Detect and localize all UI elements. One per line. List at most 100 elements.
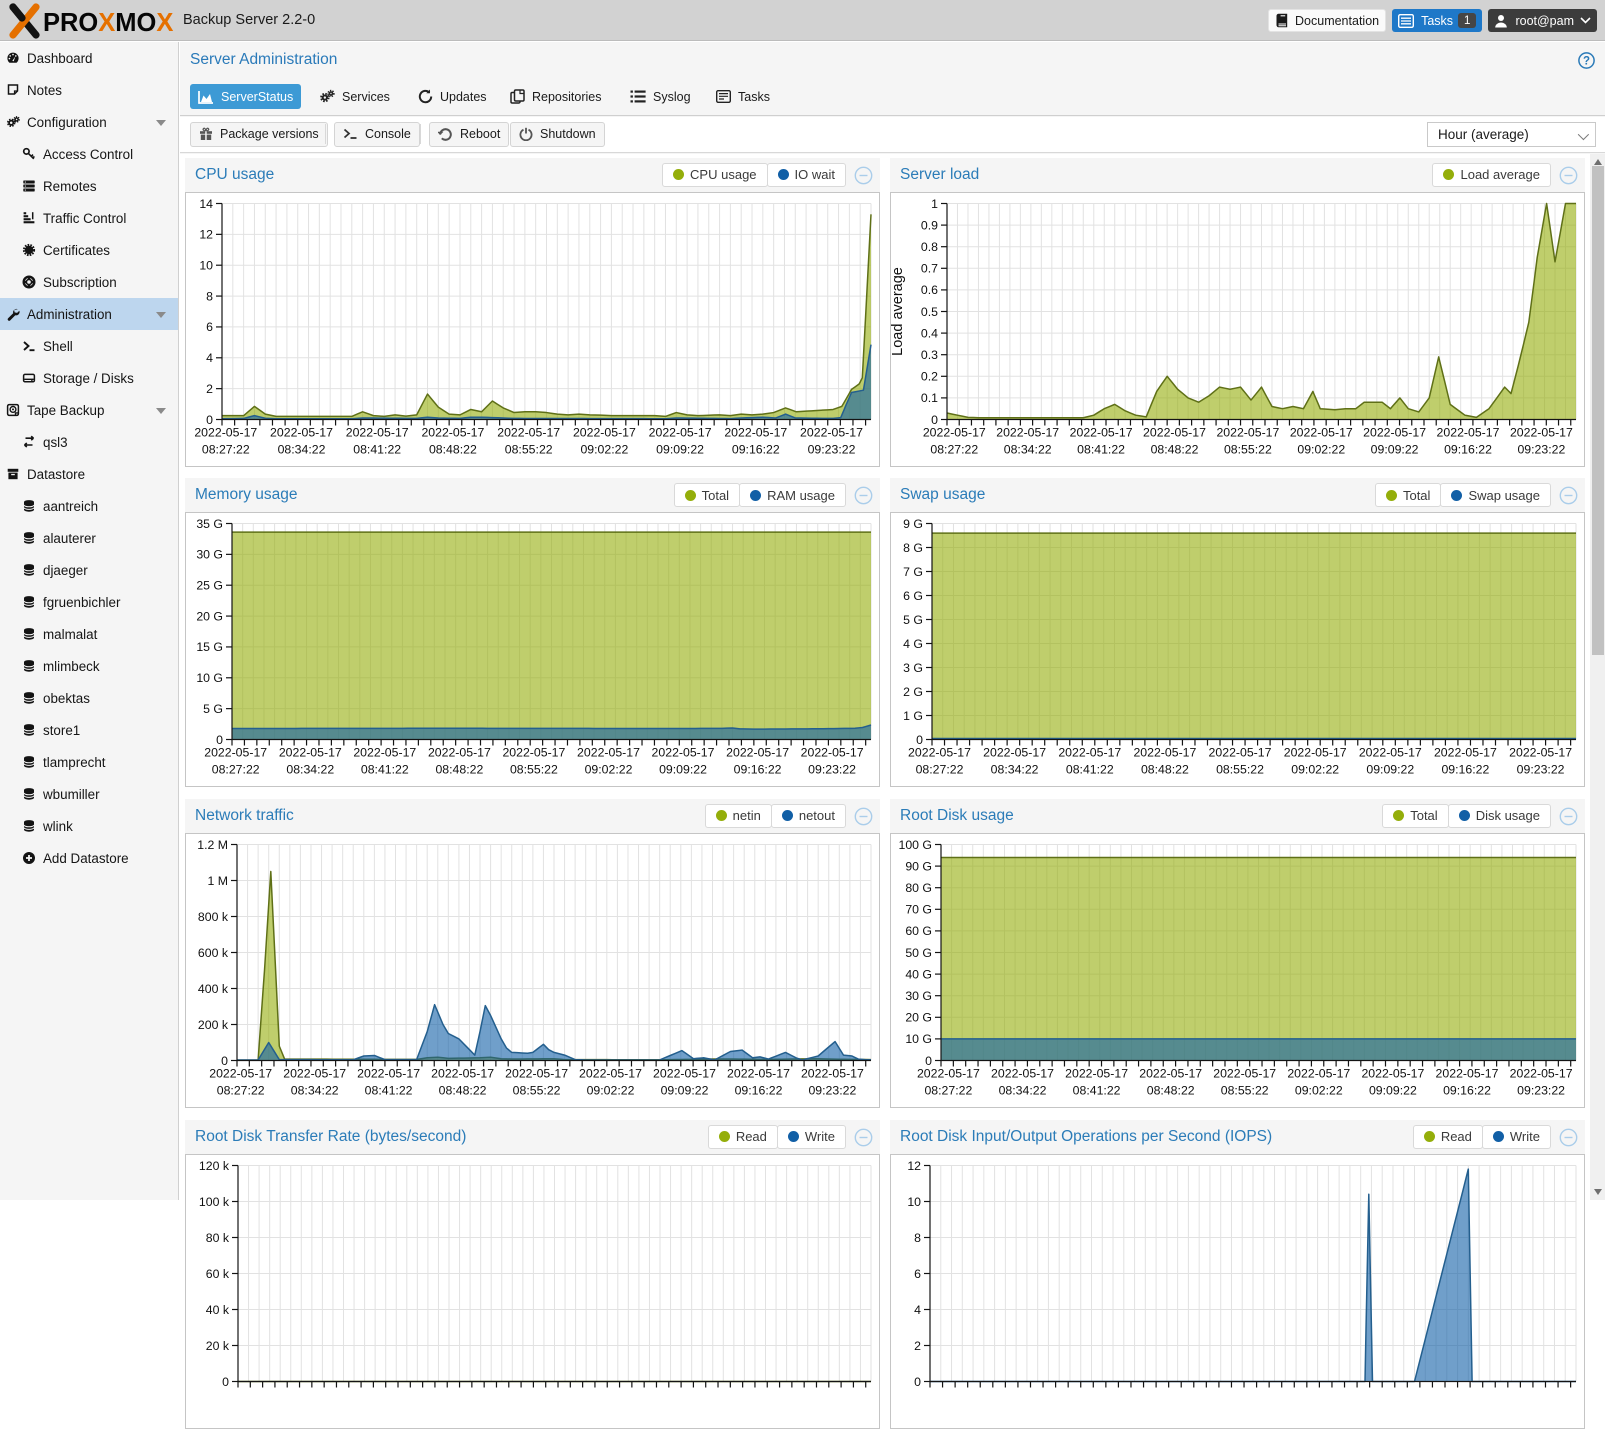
svg-text:70 G: 70 G	[905, 902, 932, 916]
svg-text:8: 8	[914, 1230, 921, 1244]
svg-text:0: 0	[216, 733, 223, 747]
svg-text:09:02:22: 09:02:22	[585, 763, 633, 777]
svg-text:5 G: 5 G	[903, 613, 923, 627]
svg-text:1: 1	[931, 196, 938, 210]
svg-text:2022-05-17: 2022-05-17	[209, 1066, 272, 1080]
svg-text:09:02:22: 09:02:22	[1295, 1083, 1343, 1097]
svg-text:2022-05-17: 2022-05-17	[505, 1066, 568, 1080]
svg-text:2022-05-17: 2022-05-17	[357, 1066, 420, 1080]
svg-text:2022-05-17: 2022-05-17	[801, 746, 864, 760]
svg-text:2022-05-17: 2022-05-17	[923, 425, 986, 439]
svg-text:09:02:22: 09:02:22	[1291, 763, 1339, 777]
svg-text:09:23:22: 09:23:22	[808, 763, 856, 777]
svg-text:6: 6	[914, 1266, 921, 1280]
svg-text:09:16:22: 09:16:22	[735, 1083, 783, 1097]
svg-text:1.2 M: 1.2 M	[197, 838, 228, 852]
svg-text:7 G: 7 G	[903, 565, 923, 579]
svg-text:0.2: 0.2	[921, 369, 938, 383]
svg-text:20 G: 20 G	[905, 1010, 932, 1024]
svg-text:08:41:22: 08:41:22	[361, 763, 409, 777]
svg-text:09:02:22: 09:02:22	[587, 1083, 635, 1097]
svg-text:08:41:22: 08:41:22	[1077, 442, 1125, 456]
svg-text:40 G: 40 G	[905, 967, 932, 981]
svg-text:2022-05-17: 2022-05-17	[1133, 746, 1196, 760]
svg-text:2022-05-17: 2022-05-17	[653, 1066, 716, 1080]
svg-text:2022-05-17: 2022-05-17	[1437, 425, 1500, 439]
svg-text:2022-05-17: 2022-05-17	[727, 1066, 790, 1080]
svg-text:08:48:22: 08:48:22	[1147, 1083, 1195, 1097]
svg-text:5 G: 5 G	[203, 702, 223, 716]
svg-text:2022-05-17: 2022-05-17	[204, 746, 267, 760]
svg-text:2022-05-17: 2022-05-17	[279, 746, 342, 760]
svg-text:09:23:22: 09:23:22	[808, 1083, 856, 1097]
svg-text:4 G: 4 G	[903, 637, 923, 651]
svg-text:2022-05-17: 2022-05-17	[577, 746, 640, 760]
svg-text:08:55:22: 08:55:22	[1216, 763, 1264, 777]
svg-text:08:34:22: 08:34:22	[1004, 442, 1052, 456]
svg-text:0: 0	[221, 1054, 228, 1068]
svg-text:08:48:22: 08:48:22	[429, 442, 477, 456]
svg-text:0.3: 0.3	[921, 348, 938, 362]
svg-text:2022-05-17: 2022-05-17	[1290, 425, 1353, 439]
svg-text:08:34:22: 08:34:22	[291, 1083, 339, 1097]
svg-text:09:16:22: 09:16:22	[732, 442, 780, 456]
svg-text:2022-05-17: 2022-05-17	[1361, 1066, 1424, 1080]
svg-text:2 G: 2 G	[903, 685, 923, 699]
svg-text:?: ?	[1583, 56, 1590, 68]
svg-text:2022-05-17: 2022-05-17	[1287, 1066, 1350, 1080]
svg-text:2022-05-17: 2022-05-17	[502, 746, 565, 760]
svg-text:120 k: 120 k	[199, 1158, 230, 1172]
svg-text:2022-05-17: 2022-05-17	[1284, 746, 1347, 760]
svg-text:2022-05-17: 2022-05-17	[1510, 425, 1573, 439]
svg-text:0.8: 0.8	[921, 240, 938, 254]
svg-text:800 k: 800 k	[198, 910, 229, 924]
svg-text:6 G: 6 G	[903, 589, 923, 603]
svg-text:2022-05-17: 2022-05-17	[1359, 746, 1422, 760]
svg-text:08:27:22: 08:27:22	[202, 442, 250, 456]
svg-text:09:23:22: 09:23:22	[1517, 763, 1565, 777]
svg-text:08:41:22: 08:41:22	[1073, 1083, 1121, 1097]
svg-text:12: 12	[907, 1158, 921, 1172]
svg-text:2022-05-17: 2022-05-17	[1509, 746, 1572, 760]
svg-text:2022-05-17: 2022-05-17	[983, 746, 1046, 760]
svg-text:08:55:22: 08:55:22	[1221, 1083, 1269, 1097]
svg-text:20 k: 20 k	[206, 1338, 230, 1352]
svg-text:09:09:22: 09:09:22	[1371, 442, 1419, 456]
svg-text:09:16:22: 09:16:22	[1444, 442, 1492, 456]
svg-text:2022-05-17: 2022-05-17	[1209, 746, 1272, 760]
svg-text:2022-05-17: 2022-05-17	[726, 746, 789, 760]
svg-text:2022-05-17: 2022-05-17	[908, 746, 971, 760]
svg-text:2022-05-17: 2022-05-17	[497, 425, 560, 439]
svg-text:2022-05-17: 2022-05-17	[428, 746, 491, 760]
svg-text:0.4: 0.4	[921, 326, 938, 340]
svg-text:2022-05-17: 2022-05-17	[579, 1066, 642, 1080]
svg-text:2022-05-17: 2022-05-17	[1058, 746, 1121, 760]
svg-text:8 G: 8 G	[903, 541, 923, 555]
svg-text:2022-05-17: 2022-05-17	[1363, 425, 1426, 439]
svg-text:2022-05-17: 2022-05-17	[1065, 1066, 1128, 1080]
svg-text:09:02:22: 09:02:22	[580, 442, 628, 456]
svg-text:09:09:22: 09:09:22	[1366, 763, 1414, 777]
svg-text:2: 2	[206, 381, 213, 395]
svg-text:6: 6	[206, 320, 213, 334]
svg-text:08:41:22: 08:41:22	[353, 442, 401, 456]
svg-text:0: 0	[916, 733, 923, 747]
svg-text:80 k: 80 k	[206, 1230, 230, 1244]
svg-text:12: 12	[199, 227, 213, 241]
svg-text:09:16:22: 09:16:22	[734, 763, 782, 777]
svg-text:Load average: Load average	[891, 267, 906, 356]
svg-text:2022-05-17: 2022-05-17	[724, 425, 787, 439]
svg-text:3 G: 3 G	[903, 661, 923, 675]
svg-text:60 G: 60 G	[905, 924, 932, 938]
svg-text:2022-05-17: 2022-05-17	[917, 1066, 980, 1080]
svg-text:15 G: 15 G	[196, 640, 223, 654]
svg-text:600 k: 600 k	[198, 946, 229, 960]
svg-text:08:48:22: 08:48:22	[435, 763, 483, 777]
svg-text:08:34:22: 08:34:22	[991, 763, 1039, 777]
svg-text:2022-05-17: 2022-05-17	[1139, 1066, 1202, 1080]
svg-text:2022-05-17: 2022-05-17	[353, 746, 416, 760]
svg-text:2022-05-17: 2022-05-17	[991, 1066, 1054, 1080]
svg-text:09:16:22: 09:16:22	[1441, 763, 1489, 777]
svg-text:2022-05-17: 2022-05-17	[270, 425, 333, 439]
svg-text:25 G: 25 G	[196, 579, 223, 593]
